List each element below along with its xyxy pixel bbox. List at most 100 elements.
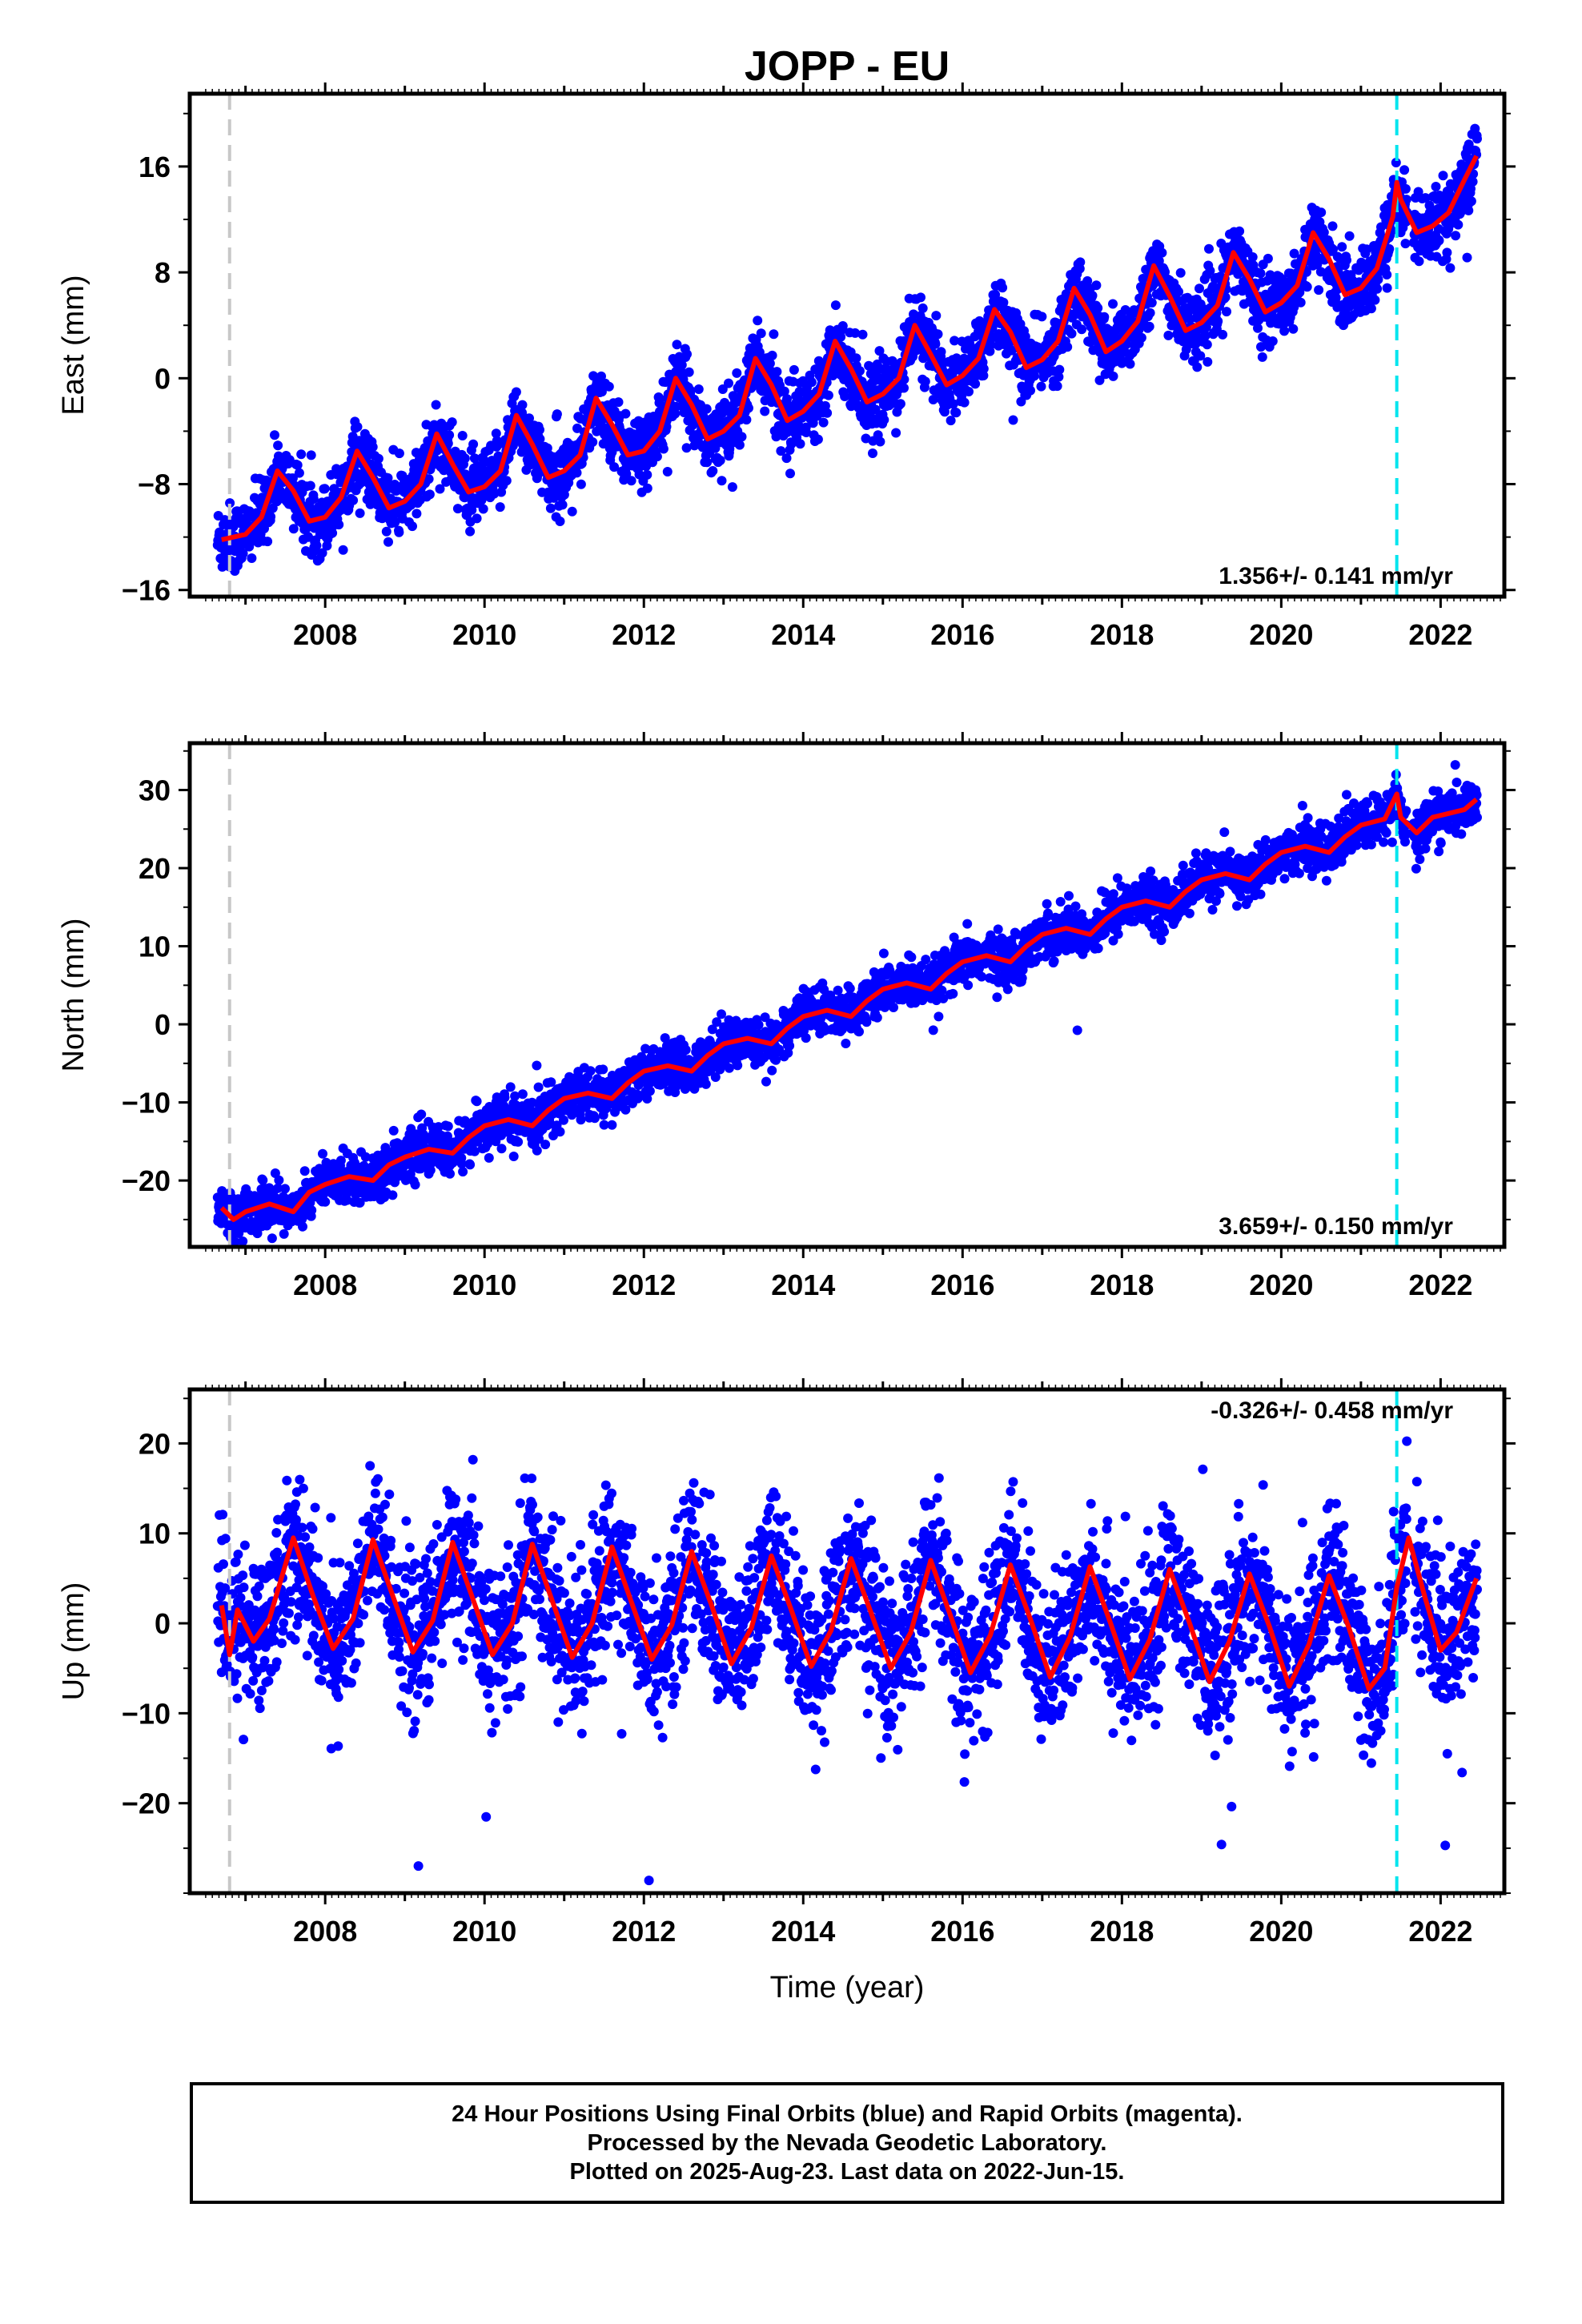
data-point <box>930 339 941 349</box>
data-point <box>1399 165 1410 175</box>
data-point <box>621 468 632 479</box>
data-point <box>308 494 319 504</box>
data-point <box>1316 207 1327 218</box>
data-point <box>1195 351 1206 361</box>
data-point <box>505 1082 516 1092</box>
data-point <box>225 498 235 509</box>
y-tick-label: 8 <box>155 256 171 289</box>
data-point <box>789 364 799 375</box>
data-point <box>1175 267 1186 278</box>
data-point <box>717 476 727 486</box>
data-point <box>294 468 304 478</box>
data-point <box>1372 283 1383 294</box>
data-point <box>875 436 885 447</box>
data-point <box>670 408 681 419</box>
data-point <box>1382 270 1392 279</box>
data-point <box>715 455 725 465</box>
data-point <box>776 446 786 456</box>
data-point <box>469 1146 480 1156</box>
data-point <box>677 360 687 370</box>
data-point <box>823 390 833 400</box>
data-point <box>626 476 636 486</box>
x-tick-label: 2014 <box>771 618 835 651</box>
data-point <box>684 367 694 377</box>
data-point <box>936 347 946 357</box>
data-point <box>238 1236 248 1246</box>
data-point <box>1462 252 1472 263</box>
data-point <box>500 1092 510 1103</box>
data-point <box>744 403 753 413</box>
data-point <box>292 460 303 470</box>
data-point <box>352 422 363 432</box>
data-point <box>298 1221 307 1232</box>
data-point <box>1279 326 1290 336</box>
plot-area <box>212 94 1482 597</box>
data-point <box>412 509 422 519</box>
data-point <box>491 428 501 439</box>
data-point <box>717 384 728 394</box>
data-point <box>933 329 943 340</box>
data-point <box>390 517 400 527</box>
data-point <box>874 346 885 356</box>
data-point <box>377 513 387 524</box>
data-point <box>1400 239 1411 249</box>
data-point <box>1054 372 1064 382</box>
data-point <box>535 434 545 444</box>
data-point <box>685 385 696 396</box>
data-point <box>658 444 669 454</box>
data-point <box>559 1115 568 1125</box>
data-point <box>1366 304 1376 314</box>
data-point <box>334 520 344 530</box>
data-point <box>1464 205 1474 215</box>
data-point <box>1373 275 1383 284</box>
x-tick-label: 2018 <box>1090 618 1154 651</box>
data-point <box>724 378 733 388</box>
data-point <box>1263 253 1273 263</box>
data-point <box>1213 316 1223 327</box>
data-point <box>367 442 378 452</box>
data-point <box>1138 274 1148 283</box>
data-point <box>891 428 901 438</box>
data-point <box>1030 371 1039 381</box>
data-point <box>986 340 996 350</box>
data-point <box>1099 312 1110 322</box>
data-point <box>447 417 457 428</box>
data-point <box>1145 308 1155 318</box>
data-point <box>1052 381 1062 392</box>
data-point <box>836 332 846 342</box>
data-point <box>1253 323 1263 333</box>
data-point <box>335 1156 346 1166</box>
x-tick-label: 2022 <box>1408 618 1472 651</box>
data-point <box>727 482 737 493</box>
data-point <box>785 468 795 479</box>
data-point <box>452 504 463 514</box>
data-point <box>230 1236 240 1247</box>
data-point <box>818 417 829 428</box>
data-point <box>1163 330 1174 340</box>
data-point <box>355 1197 365 1208</box>
data-point <box>813 434 823 444</box>
data-point <box>725 444 735 454</box>
data-point <box>465 526 476 537</box>
data-point <box>355 508 365 518</box>
data-point <box>511 387 521 397</box>
x-tick-label: 2016 <box>930 618 994 651</box>
data-point <box>1344 231 1355 241</box>
data-point <box>517 400 528 410</box>
data-point <box>1195 283 1204 294</box>
data-point <box>1008 415 1018 425</box>
data-point <box>1302 282 1312 292</box>
data-point <box>1160 267 1170 277</box>
data-point <box>917 303 928 313</box>
data-point <box>472 513 482 524</box>
data-point <box>496 1144 507 1154</box>
model-line <box>221 155 1479 542</box>
x-tick-label: 2020 <box>1249 618 1313 651</box>
data-point <box>1201 322 1211 332</box>
data-point <box>540 1140 551 1150</box>
x-tick-label: 2010 <box>452 618 516 651</box>
data-point <box>424 474 434 485</box>
data-point <box>732 368 742 378</box>
